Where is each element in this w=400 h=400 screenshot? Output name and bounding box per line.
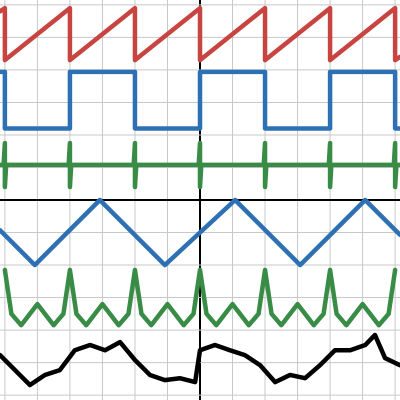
- series-line: [2, 267, 398, 328]
- series-line: [0, 69, 400, 131]
- series-line: [0, 332, 400, 388]
- series-line: [0, 140, 400, 190]
- series-line: [0, 5, 400, 63]
- series-line: [0, 197, 400, 268]
